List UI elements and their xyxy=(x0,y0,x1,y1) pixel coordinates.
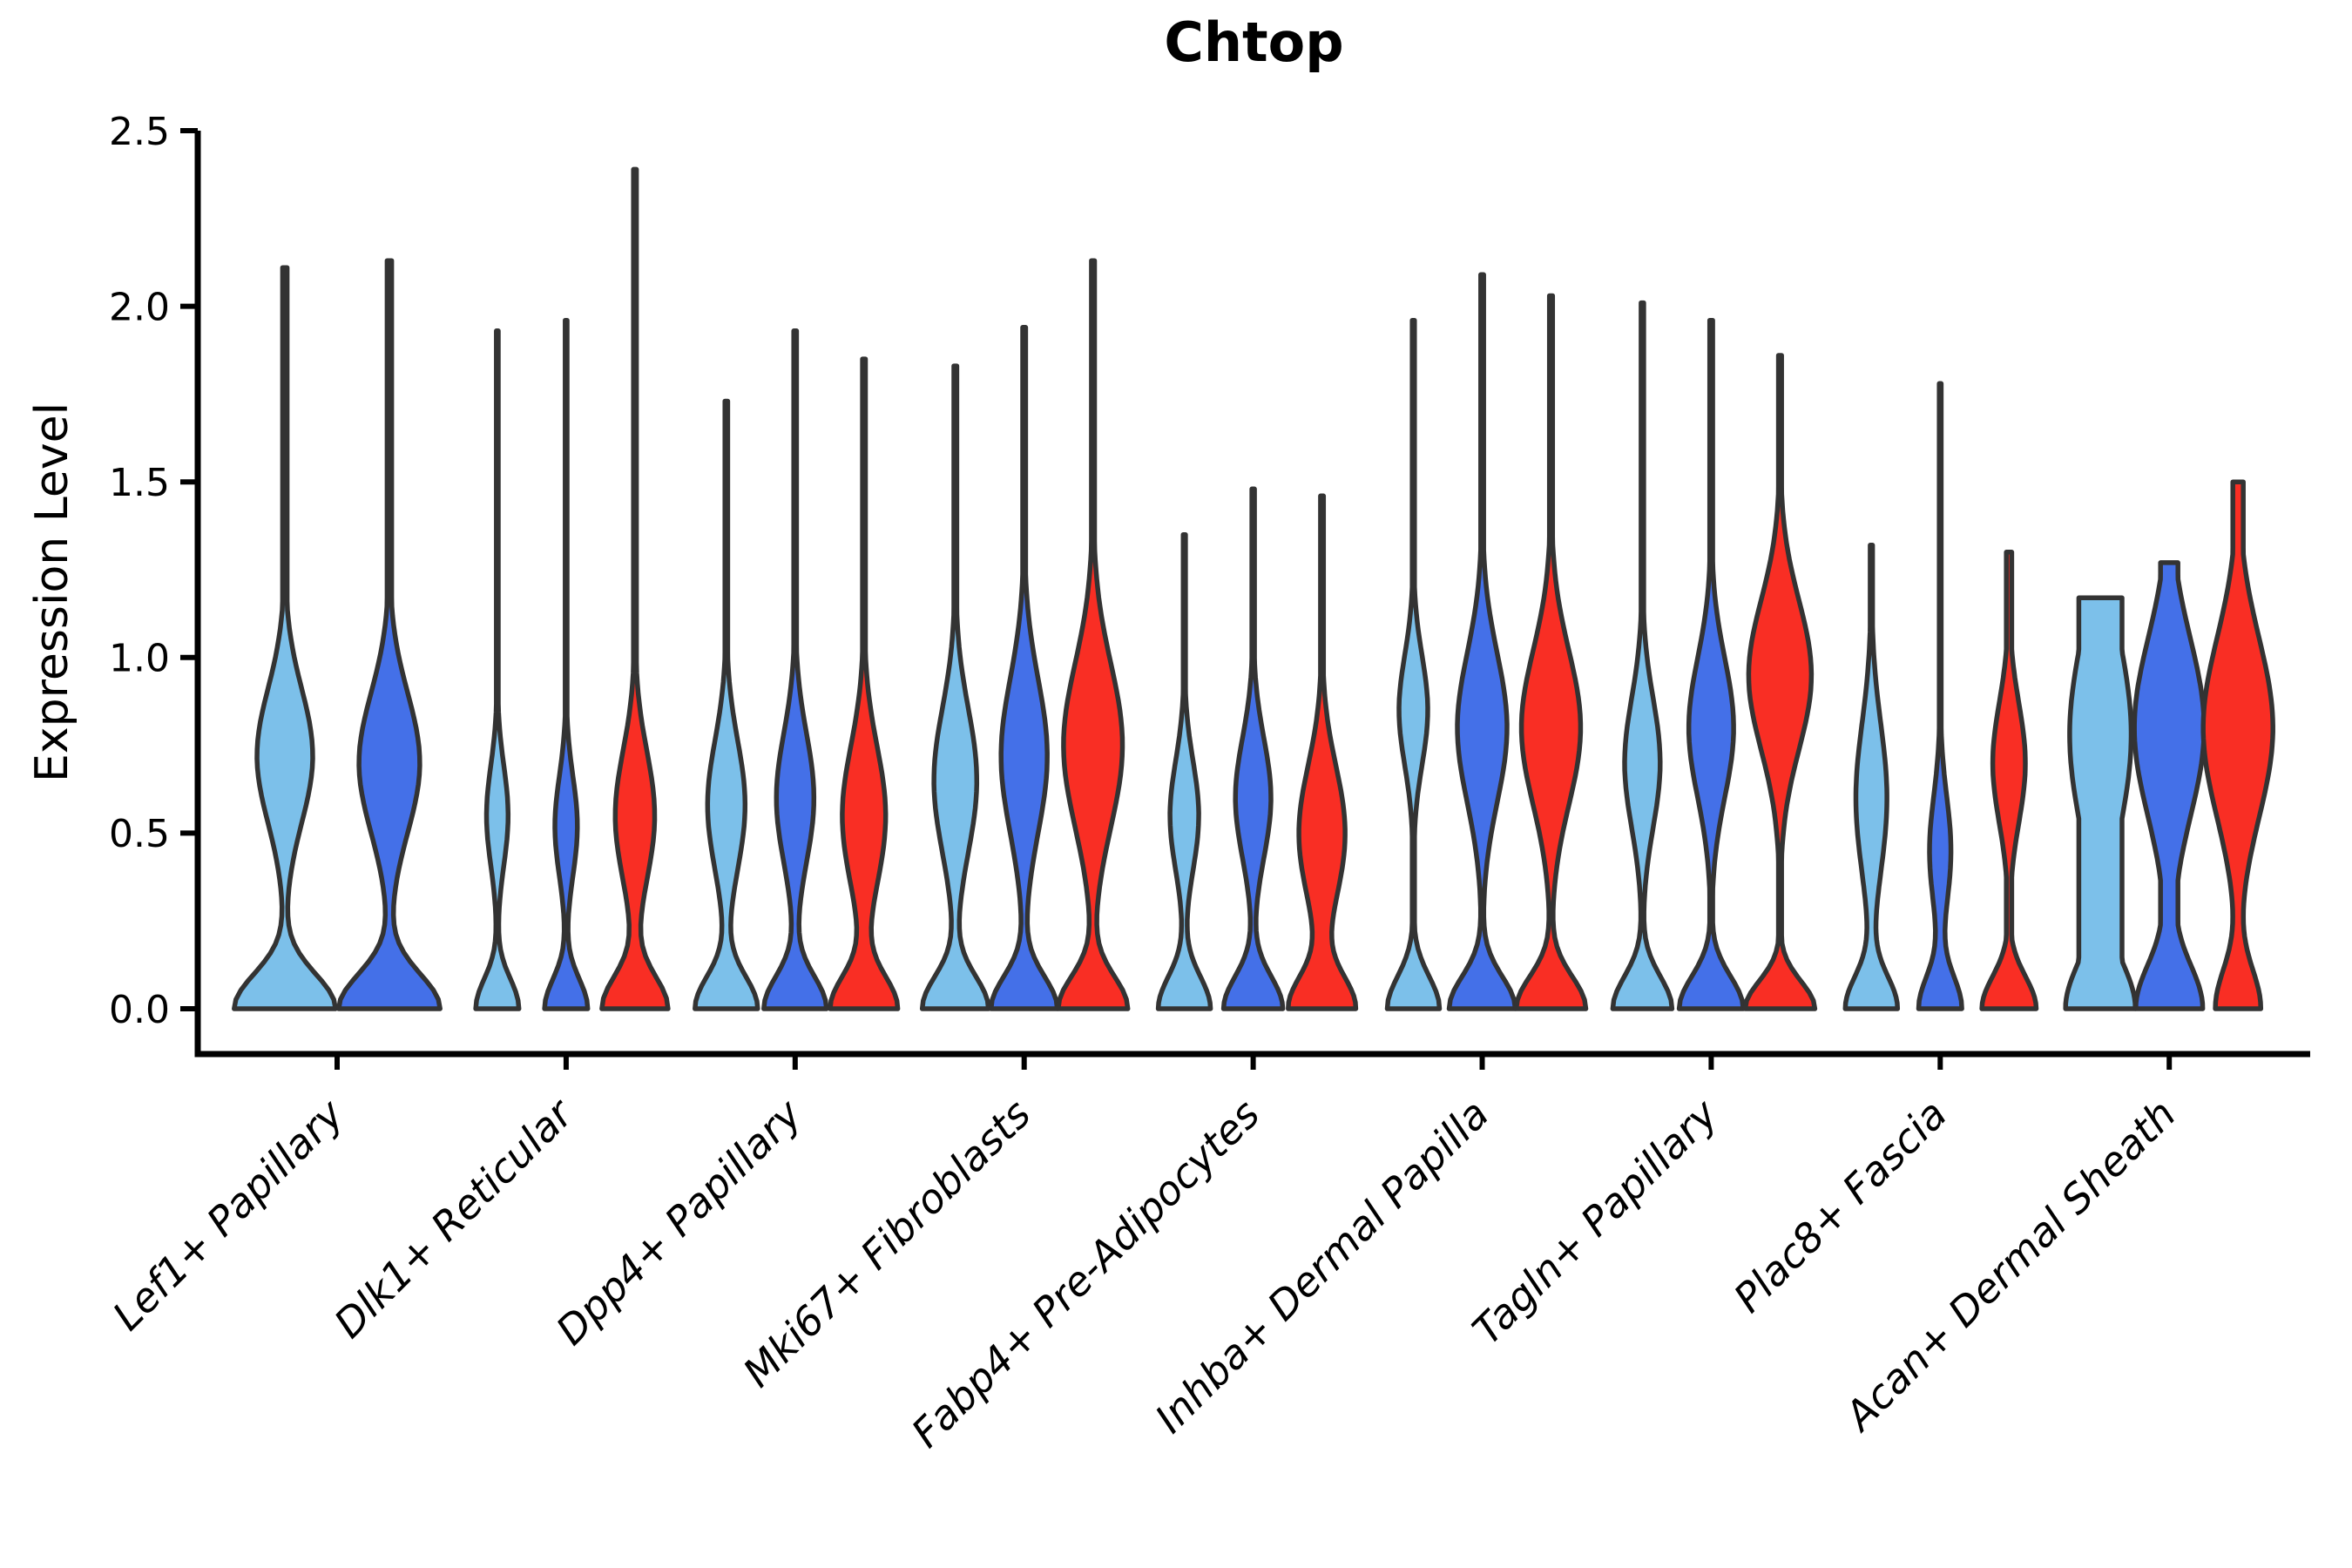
violin-1-royal_blue xyxy=(542,317,591,1011)
violin-3-royal_blue xyxy=(988,325,1060,1011)
violin-7-light_blue xyxy=(1842,543,1901,1011)
violin-6-royal_blue xyxy=(1676,317,1746,1011)
y-tick-label: 2.0 xyxy=(109,285,170,329)
violin-2-royal_blue xyxy=(761,328,829,1011)
y-tick-label: 0.0 xyxy=(109,988,170,1032)
violin-3-red xyxy=(1055,258,1131,1011)
violin-1-red xyxy=(599,166,671,1011)
x-tick-label: Lef1+ Papillary xyxy=(104,1090,353,1339)
violin-2-red xyxy=(828,356,901,1011)
violin-0-royal_blue xyxy=(336,258,443,1011)
x-tick-label: Tagln+ Papillary xyxy=(1463,1090,1727,1354)
violin-6-red xyxy=(1742,353,1818,1011)
chart-title: Chtop xyxy=(1164,10,1344,74)
violin-8-royal_blue xyxy=(2132,560,2207,1011)
violin-5-red xyxy=(1513,293,1589,1011)
y-tick-label: 2.5 xyxy=(109,110,170,154)
violin-4-royal_blue xyxy=(1220,486,1286,1011)
violin-6-light_blue xyxy=(1610,300,1675,1011)
violin-1-light_blue xyxy=(473,328,522,1011)
violin-4-light_blue xyxy=(1155,531,1213,1011)
violin-0-light_blue xyxy=(232,265,338,1011)
x-tick-label: Dpp4+ Papillary xyxy=(547,1090,811,1354)
violin-3-light_blue xyxy=(919,363,991,1011)
violin-8-light_blue xyxy=(2063,595,2138,1011)
violin-4-red xyxy=(1286,493,1359,1011)
violin-8-red xyxy=(2200,479,2275,1011)
y-tick-label: 0.5 xyxy=(109,812,170,856)
x-tick-label: Dlk1+ Reticular xyxy=(325,1088,584,1347)
violin-5-light_blue xyxy=(1384,317,1443,1011)
violin-7-royal_blue xyxy=(1916,381,1964,1011)
violin-5-royal_blue xyxy=(1446,272,1518,1011)
x-tick-label: Plac8+ Fascia xyxy=(1725,1091,1956,1321)
violin-7-red xyxy=(1979,550,2039,1011)
violin-2-light_blue xyxy=(693,398,760,1011)
y-tick-label: 1.0 xyxy=(109,637,170,681)
y-tick-label: 1.5 xyxy=(109,461,170,505)
